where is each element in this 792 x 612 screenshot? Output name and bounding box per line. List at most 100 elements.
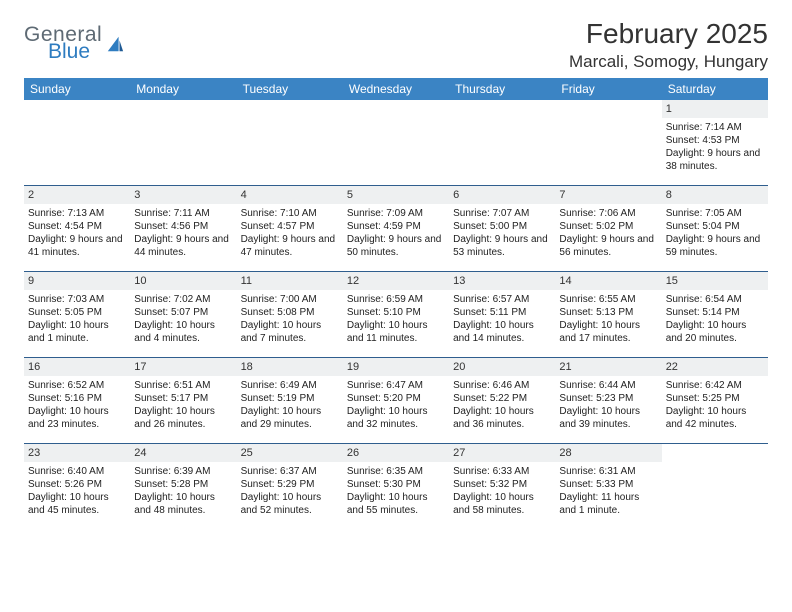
sunset-line: Sunset: 5:14 PM: [666, 306, 764, 319]
day-number: 18: [237, 358, 343, 376]
day-cell: 15Sunrise: 6:54 AMSunset: 5:14 PMDayligh…: [662, 272, 768, 357]
daylight-line: Daylight: 10 hours and 14 minutes.: [453, 319, 551, 345]
sunset-line: Sunset: 5:25 PM: [666, 392, 764, 405]
sunset-line: Sunset: 4:53 PM: [666, 134, 764, 147]
day-cell: 28Sunrise: 6:31 AMSunset: 5:33 PMDayligh…: [555, 444, 661, 530]
sunset-line: Sunset: 5:02 PM: [559, 220, 657, 233]
sail-icon: [106, 35, 124, 53]
daylight-line: Daylight: 10 hours and 52 minutes.: [241, 491, 339, 517]
sunset-line: Sunset: 4:59 PM: [347, 220, 445, 233]
sunrise-line: Sunrise: 6:57 AM: [453, 293, 551, 306]
sunset-line: Sunset: 4:54 PM: [28, 220, 126, 233]
brand-word-blue: Blue: [48, 41, 102, 62]
day-number: 2: [24, 186, 130, 204]
day-number: 17: [130, 358, 236, 376]
day-cell: 1Sunrise: 7:14 AMSunset: 4:53 PMDaylight…: [662, 100, 768, 185]
day-cell: 21 Sunrise: 6:44 AMSunset: 5:23 PMDayligh…: [555, 358, 661, 443]
daylight-line: Daylight: 9 hours and 53 minutes.: [453, 233, 551, 259]
week-row: 9Sunrise: 7:03 AMSunset: 5:05 PMDaylight…: [24, 272, 768, 358]
sunrise-line: Sunrise: 6:39 AM: [134, 465, 232, 478]
week-row: 2Sunrise: 7:13 AMSunset: 4:54 PMDaylight…: [24, 186, 768, 272]
sunrise-line: Sunrise: 7:02 AM: [134, 293, 232, 306]
sunset-line: Sunset: 5:10 PM: [347, 306, 445, 319]
sunrise-line: Sunrise: 6:35 AM: [347, 465, 445, 478]
weekday-header-row: SundayMondayTuesdayWednesdayThursdayFrid…: [24, 78, 768, 100]
daylight-line: Daylight: 10 hours and 55 minutes.: [347, 491, 445, 517]
title-block: February 2025 Marcali, Somogy, Hungary: [569, 18, 768, 72]
sunset-line: Sunset: 5:23 PM: [559, 392, 657, 405]
daylight-line: Daylight: 10 hours and 7 minutes.: [241, 319, 339, 345]
day-cell: [130, 100, 236, 185]
day-cell: 5Sunrise: 7:09 AMSunset: 4:59 PMDaylight…: [343, 186, 449, 271]
sunset-line: Sunset: 5:29 PM: [241, 478, 339, 491]
daylight-line: Daylight: 10 hours and 39 minutes.: [559, 405, 657, 431]
day-number: 15: [662, 272, 768, 290]
week-row: 16Sunrise: 6:52 AMSunset: 5:16 PMDayligh…: [24, 358, 768, 444]
week-row: 1Sunrise: 7:14 AMSunset: 4:53 PMDaylight…: [24, 100, 768, 186]
day-cell: 3Sunrise: 7:11 AMSunset: 4:56 PMDaylight…: [130, 186, 236, 271]
sunrise-line: Sunrise: 6:49 AM: [241, 379, 339, 392]
day-number: 8: [662, 186, 768, 204]
daylight-line: Daylight: 10 hours and 58 minutes.: [453, 491, 551, 517]
day-cell: 14Sunrise: 6:55 AMSunset: 5:13 PMDayligh…: [555, 272, 661, 357]
day-number: 20: [449, 358, 555, 376]
day-cell: 10Sunrise: 7:02 AMSunset: 5:07 PMDayligh…: [130, 272, 236, 357]
sunset-line: Sunset: 4:57 PM: [241, 220, 339, 233]
daylight-line: Daylight: 9 hours and 47 minutes.: [241, 233, 339, 259]
sunset-line: Sunset: 5:28 PM: [134, 478, 232, 491]
sunrise-line: Sunrise: 7:09 AM: [347, 207, 445, 220]
day-cell: 16 Sunrise: 6:52 AMSunset: 5:16 PMDayligh…: [24, 358, 130, 443]
daylight-line: Daylight: 9 hours and 56 minutes.: [559, 233, 657, 259]
sunset-line: Sunset: 5:13 PM: [559, 306, 657, 319]
day-number: 9: [24, 272, 130, 290]
day-number: 21: [555, 358, 661, 376]
calendar-body: 1Sunrise: 7:14 AMSunset: 4:53 PMDaylight…: [24, 100, 768, 530]
daylight-line: Daylight: 11 hours and 1 minute.: [559, 491, 657, 517]
week-row: 23Sunrise: 6:40 AMSunset: 5:26 PMDayligh…: [24, 444, 768, 530]
daylight-line: Daylight: 10 hours and 23 minutes.: [28, 405, 126, 431]
sunrise-line: Sunrise: 6:33 AM: [453, 465, 551, 478]
month-title: February 2025: [569, 18, 768, 50]
sunset-line: Sunset: 5:26 PM: [28, 478, 126, 491]
daylight-line: Daylight: 10 hours and 26 minutes.: [134, 405, 232, 431]
day-number: 23: [24, 444, 130, 462]
sunset-line: Sunset: 5:32 PM: [453, 478, 551, 491]
daylight-line: Daylight: 9 hours and 41 minutes.: [28, 233, 126, 259]
day-cell: 25Sunrise: 6:37 AMSunset: 5:29 PMDayligh…: [237, 444, 343, 530]
day-number: 22: [662, 358, 768, 376]
sunrise-line: Sunrise: 7:00 AM: [241, 293, 339, 306]
day-number: 26: [343, 444, 449, 462]
sunrise-line: Sunrise: 6:59 AM: [347, 293, 445, 306]
day-cell: 2Sunrise: 7:13 AMSunset: 4:54 PMDaylight…: [24, 186, 130, 271]
day-number: 14: [555, 272, 661, 290]
sunrise-line: Sunrise: 6:31 AM: [559, 465, 657, 478]
sunrise-line: Sunrise: 7:07 AM: [453, 207, 551, 220]
day-number: 1: [662, 100, 768, 118]
day-cell: 19Sunrise: 6:47 AMSunset: 5:20 PMDayligh…: [343, 358, 449, 443]
sunrise-line: Sunrise: 6:44 AM: [559, 379, 657, 392]
day-number: 12: [343, 272, 449, 290]
sunrise-line: Sunrise: 6:52 AM: [28, 379, 126, 392]
sunset-line: Sunset: 5:04 PM: [666, 220, 764, 233]
weekday-header-cell: Wednesday: [343, 78, 449, 100]
day-number: 16: [24, 358, 130, 376]
sunset-line: Sunset: 5:20 PM: [347, 392, 445, 405]
day-number: 7: [555, 186, 661, 204]
sunset-line: Sunset: 5:08 PM: [241, 306, 339, 319]
day-number: 11: [237, 272, 343, 290]
sunset-line: Sunset: 5:30 PM: [347, 478, 445, 491]
day-cell: [237, 100, 343, 185]
day-number: 6: [449, 186, 555, 204]
page-header: General Blue February 2025 Marcali, Somo…: [24, 18, 768, 72]
day-cell: 8Sunrise: 7:05 AMSunset: 5:04 PMDaylight…: [662, 186, 768, 271]
day-number: 19: [343, 358, 449, 376]
day-cell: 12Sunrise: 6:59 AMSunset: 5:10 PMDayligh…: [343, 272, 449, 357]
day-cell: 17Sunrise: 6:51 AMSunset: 5:17 PMDayligh…: [130, 358, 236, 443]
daylight-line: Daylight: 10 hours and 20 minutes.: [666, 319, 764, 345]
sunrise-line: Sunrise: 7:06 AM: [559, 207, 657, 220]
sunset-line: Sunset: 5:16 PM: [28, 392, 126, 405]
sunset-line: Sunset: 5:17 PM: [134, 392, 232, 405]
day-number: 24: [130, 444, 236, 462]
sunrise-line: Sunrise: 7:10 AM: [241, 207, 339, 220]
daylight-line: Daylight: 9 hours and 38 minutes.: [666, 147, 764, 173]
